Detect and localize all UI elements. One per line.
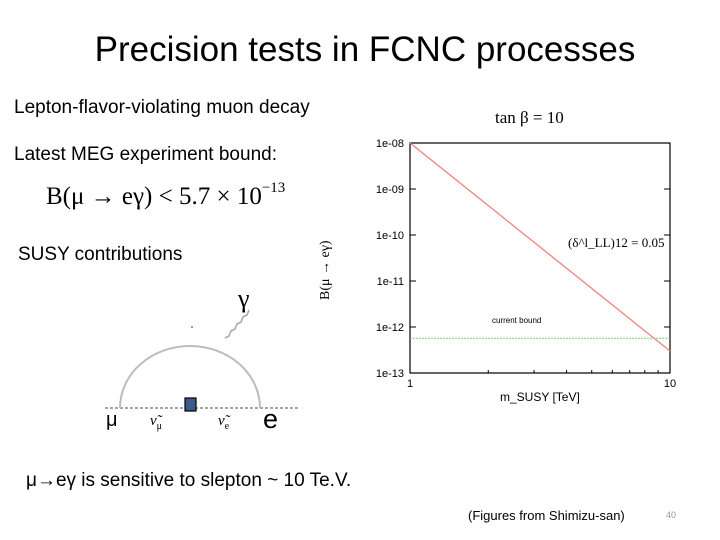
smuon-symbol: ν̃	[150, 413, 157, 429]
bound-label: current bound	[492, 316, 542, 325]
bound-formula: B(μ → eγ) < 5.7 × 10−13	[46, 180, 286, 211]
mass-insertion	[184, 397, 197, 412]
selectron-label: ν̃e	[218, 413, 229, 432]
selectron-subscript: e	[224, 421, 230, 432]
y-tick-label: 1e-08	[376, 138, 404, 150]
chart-title: tan β = 10	[495, 108, 564, 127]
plot-frame	[409, 142, 671, 374]
x-tick-label: 10	[664, 378, 676, 390]
photon-symbol: γ	[238, 284, 250, 313]
subtitle: Lepton-flavor-violating muon decay	[14, 97, 310, 118]
slide-title: Precision tests in FCNC processes	[94, 30, 636, 69]
smuon-label: ν̃μ	[150, 413, 162, 432]
feynman-diagram	[105, 309, 300, 412]
photon-line	[224, 309, 250, 339]
chart-xlabel: m_SUSY [TeV]	[500, 390, 580, 404]
bound-formula-lhs: B(μ → eγ) < 5.7 × 10	[46, 183, 262, 210]
chart-annotation: (δ^l_LL)12 = 0.05	[568, 235, 665, 250]
bound-formula-exponent: −13	[261, 180, 286, 196]
loop-arc	[119, 345, 261, 409]
selectron-symbol: ν̃	[218, 413, 225, 429]
figure-credit: (Figures from Shimizu-san)	[468, 508, 625, 523]
electron-label: e	[263, 404, 279, 434]
statement: μ→eγ is sensitive to slepton ~ 10 Te.V.	[26, 470, 352, 491]
susy-label: SUSY contributions	[18, 244, 183, 265]
smuon-subscript: μ	[156, 421, 163, 432]
muon-label: μ	[106, 409, 118, 431]
y-tick-label: 1e-10	[376, 230, 404, 242]
y-tick-label: 1e-12	[376, 322, 404, 334]
meg-label: Latest MEG experiment bound:	[14, 144, 277, 165]
y-tick-label: 1e-13	[376, 368, 404, 380]
chart: 1e-08 1e-09 1e-10 1e-11 1e-12 1e-131 10	[376, 138, 676, 390]
series-line	[409, 142, 671, 352]
page-number: 40	[666, 510, 677, 520]
x-tick-label: 1	[407, 378, 413, 390]
y-tick-label: 1e-11	[377, 276, 404, 288]
y-tick-label: 1e-09	[376, 184, 404, 196]
